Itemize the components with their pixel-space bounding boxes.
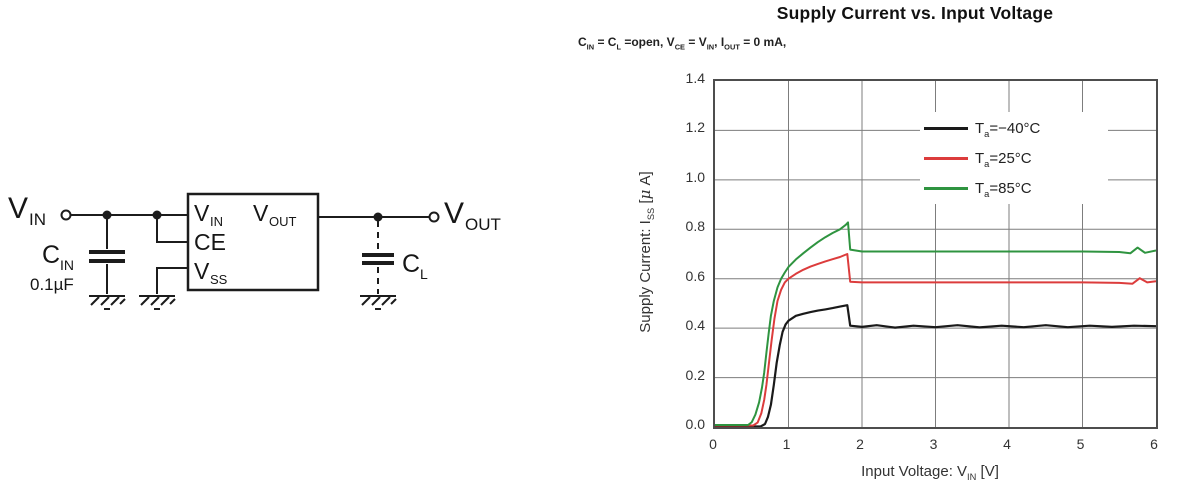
x-axis-label: Input Voltage: VIN [V] — [861, 463, 999, 482]
x-tick-label: 4 — [1003, 436, 1011, 452]
input-terminal — [60, 209, 72, 221]
ic-pin-vss: V — [194, 258, 210, 284]
junction-dot — [102, 210, 112, 220]
vin-input-label: V — [8, 192, 28, 225]
wire-ce — [156, 215, 188, 243]
ic-pin-vss-sub: SS — [210, 272, 228, 287]
legend-label: Ta=−40°C — [975, 119, 1041, 139]
vin-input-label-sub: IN — [29, 210, 46, 229]
ic-pin-vout: V — [253, 200, 269, 226]
y-tick-label: 1.0 — [685, 168, 705, 185]
x-tick-label: 3 — [929, 436, 938, 452]
ic-pin-vin-sub: IN — [210, 214, 223, 229]
cin-label: C — [42, 241, 60, 269]
series-line — [715, 253, 1156, 427]
y-axis-label: Supply Current: ISS [μ A] — [636, 171, 656, 333]
legend-item: Ta=25°C — [920, 143, 1108, 173]
series-line — [715, 304, 1156, 427]
y-tick-label: 0.4 — [685, 317, 705, 334]
chart-conditions: CIN = CL =open, VCE = VIN, IOUT = 0 mA, — [578, 35, 787, 52]
legend-item: Ta=−40°C — [920, 113, 1108, 143]
regulator-ic-box — [186, 192, 320, 292]
ic-pin-vin: V — [194, 200, 210, 226]
x-tick-label: 0 — [709, 436, 717, 452]
legend-line-swatch — [924, 156, 968, 160]
y-tick-label: 1.2 — [685, 119, 705, 136]
ground-symbol — [88, 295, 126, 310]
y-tick-label: 0.6 — [685, 267, 705, 284]
x-tick-label: 6 — [1150, 436, 1158, 452]
ic-pin-ce: CE — [194, 229, 226, 255]
ic-pin-vout-sub: OUT — [269, 214, 297, 229]
wire-vss — [156, 267, 188, 294]
y-tick-label: 0.2 — [685, 366, 705, 383]
cl-label: C — [402, 250, 420, 278]
legend-line-swatch — [924, 126, 968, 130]
y-tick-label: 1.4 — [685, 70, 705, 86]
chart-title: Supply Current vs. Input Voltage — [776, 3, 1054, 23]
legend-line-swatch — [924, 186, 968, 190]
legend-label: Ta=25°C — [975, 149, 1032, 169]
legend: Ta=−40°C Ta=25°C Ta=85°C — [920, 112, 1108, 204]
vout-output-label: V — [444, 197, 464, 230]
ground-symbol — [138, 295, 176, 310]
x-tick-label: 1 — [782, 436, 791, 452]
x-tick-label: 2 — [856, 436, 864, 452]
circuit-diagram: V IN C IN 0.1µF V IN V OUT CE V SS C L V… — [8, 192, 501, 310]
supply-current-chart: Supply Current vs. Input Voltage CIN = C… — [560, 0, 1189, 501]
legend-item: Ta=85°C — [920, 173, 1108, 203]
cin-label-sub: IN — [60, 257, 74, 273]
y-tick-label: 0.8 — [685, 218, 705, 235]
cl-label-sub: L — [420, 266, 428, 282]
junction-dot — [373, 212, 383, 222]
cin-value-label: 0.1µF — [30, 275, 74, 294]
output-terminal — [428, 211, 440, 223]
series-line — [715, 221, 1156, 426]
ground-symbol — [359, 295, 397, 310]
y-tick-label: 0.0 — [685, 416, 705, 432]
legend-label: Ta=85°C — [975, 179, 1032, 199]
vout-output-label-sub: OUT — [465, 215, 501, 234]
x-tick-label: 5 — [1076, 436, 1085, 452]
junction-dot — [152, 210, 162, 220]
